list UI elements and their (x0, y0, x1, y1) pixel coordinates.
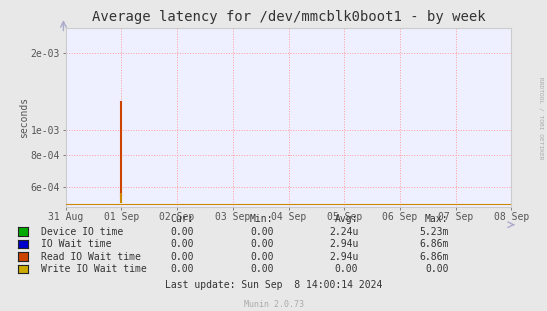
Text: Write IO Wait time: Write IO Wait time (41, 264, 147, 274)
Text: 0.00: 0.00 (425, 264, 449, 274)
Text: IO Wait time: IO Wait time (41, 239, 112, 249)
Text: 0.00: 0.00 (250, 227, 274, 237)
Text: Min:: Min: (250, 214, 274, 224)
Text: 2.94u: 2.94u (329, 252, 358, 262)
Text: Avg:: Avg: (335, 214, 358, 224)
Text: Munin 2.0.73: Munin 2.0.73 (243, 300, 304, 309)
Y-axis label: seconds: seconds (19, 97, 30, 138)
Text: 6.86m: 6.86m (419, 239, 449, 249)
Text: 2.94u: 2.94u (329, 239, 358, 249)
Text: 6.86m: 6.86m (419, 252, 449, 262)
Text: 2.24u: 2.24u (329, 227, 358, 237)
Text: Max:: Max: (425, 214, 449, 224)
Text: 0.00: 0.00 (171, 239, 194, 249)
Text: Device IO time: Device IO time (41, 227, 123, 237)
Text: 0.00: 0.00 (335, 264, 358, 274)
Text: Read IO Wait time: Read IO Wait time (41, 252, 141, 262)
Title: Average latency for /dev/mmcblk0boot1 - by week: Average latency for /dev/mmcblk0boot1 - … (92, 10, 485, 24)
Text: 0.00: 0.00 (171, 227, 194, 237)
Text: 5.23m: 5.23m (419, 227, 449, 237)
Text: 0.00: 0.00 (250, 252, 274, 262)
Text: RRDTOOL / TOBI OETIKER: RRDTOOL / TOBI OETIKER (538, 77, 543, 160)
Text: 0.00: 0.00 (250, 264, 274, 274)
Text: Cur:: Cur: (171, 214, 194, 224)
Text: 0.00: 0.00 (171, 252, 194, 262)
Text: Last update: Sun Sep  8 14:00:14 2024: Last update: Sun Sep 8 14:00:14 2024 (165, 280, 382, 290)
Text: 0.00: 0.00 (171, 264, 194, 274)
Text: 0.00: 0.00 (250, 239, 274, 249)
